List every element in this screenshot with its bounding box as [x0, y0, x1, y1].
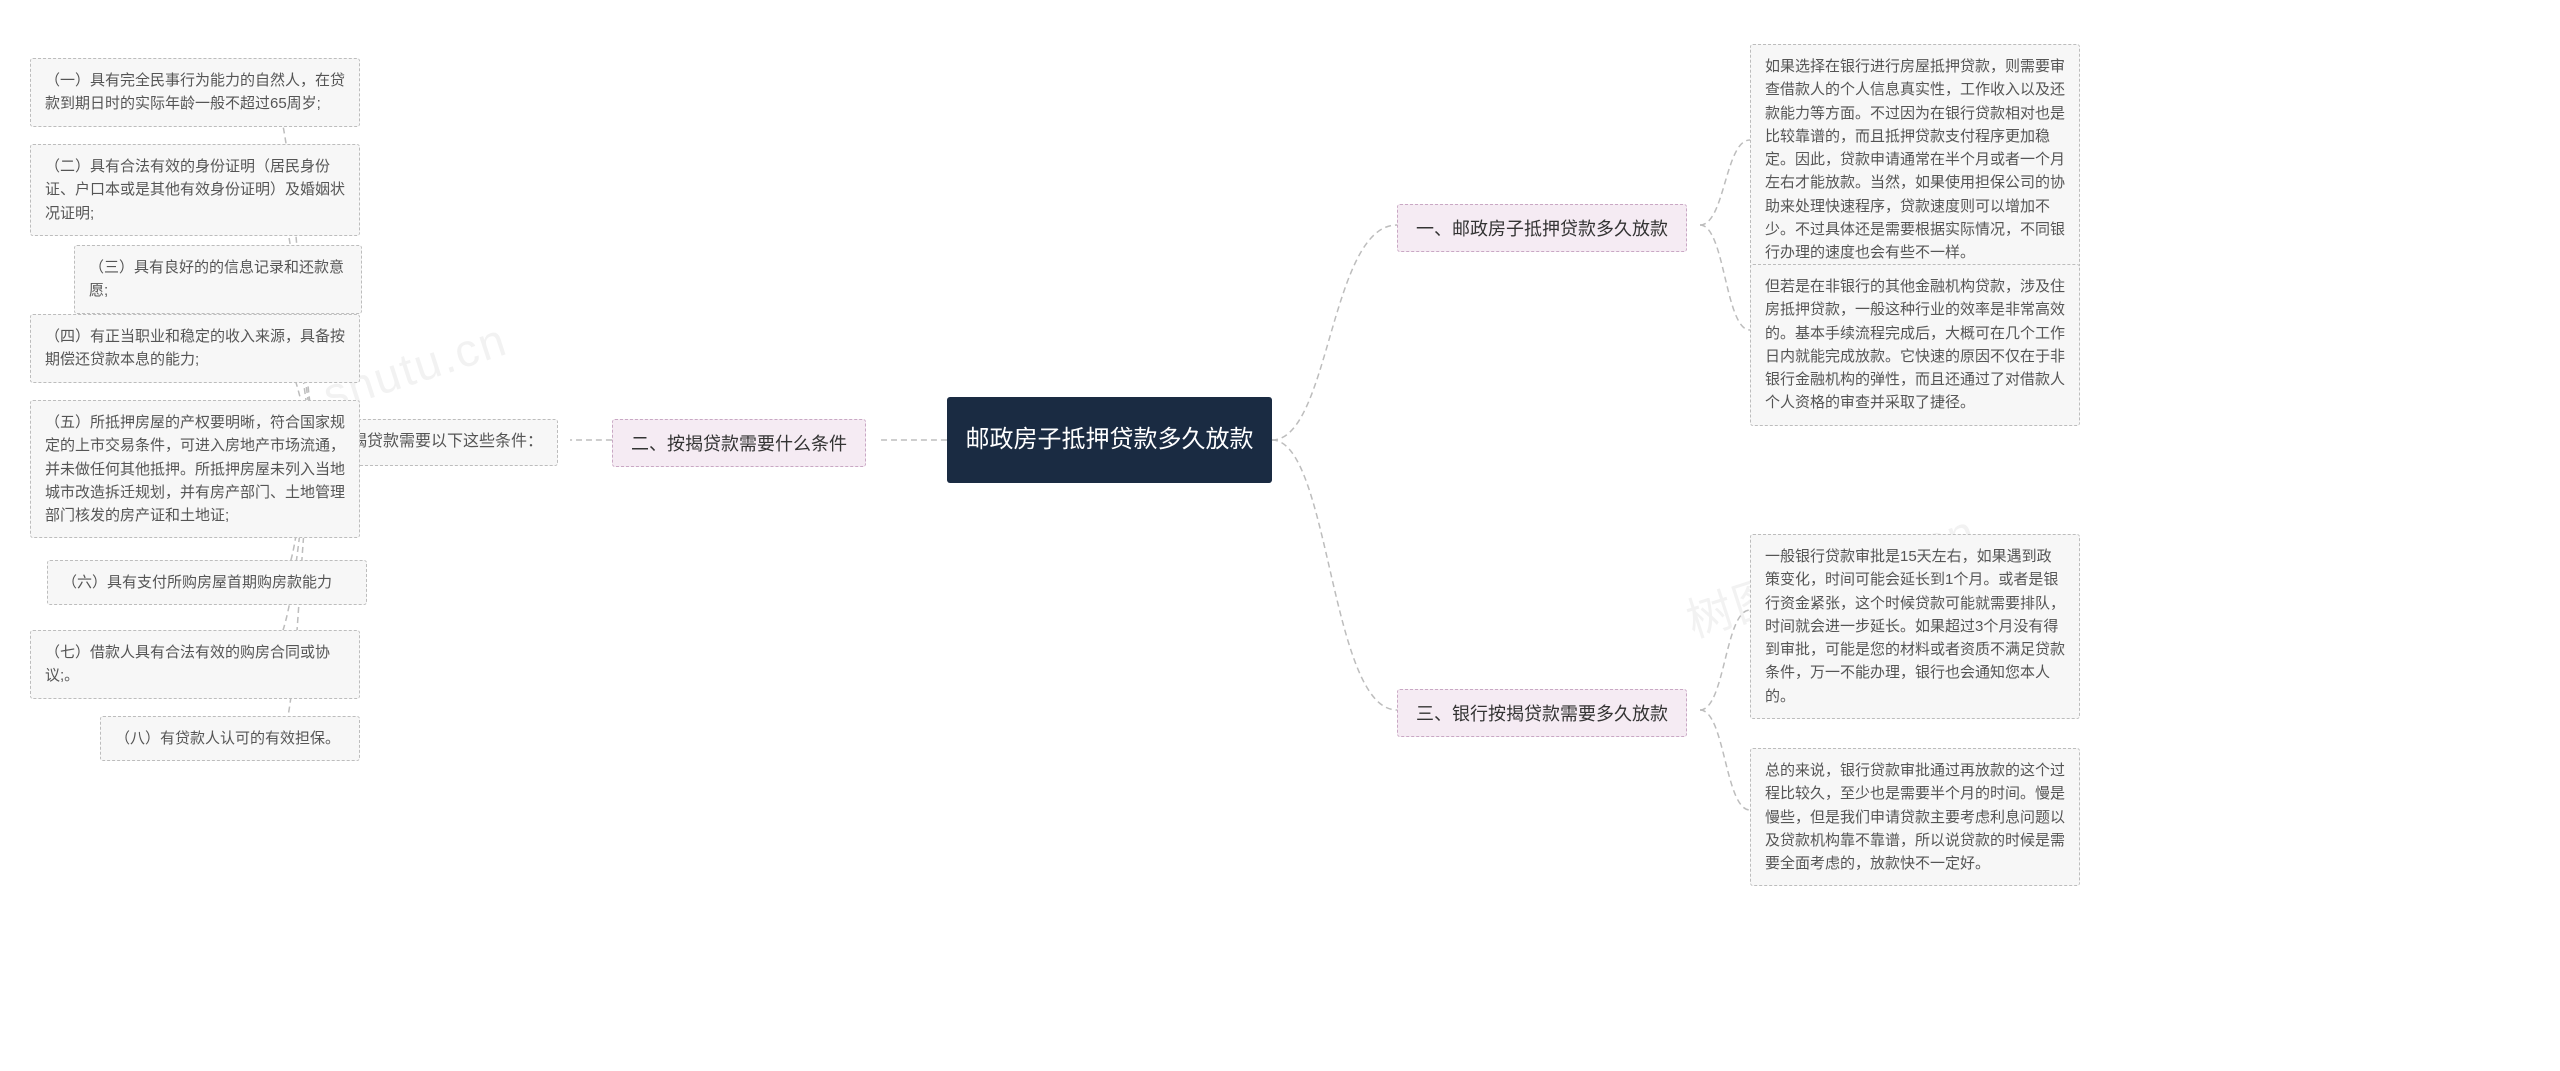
leaf-2-2: （二）具有合法有效的身份证明（居民身份证、户口本或是其他有效身份证明）及婚姻状况… [30, 144, 360, 236]
leaf-2-5: （五）所抵押房屋的产权要明晰，符合国家规定的上市交易条件，可进入房地产市场流通，… [30, 400, 360, 538]
branch-1: 一、邮政房子抵押贷款多久放款 [1397, 204, 1687, 252]
leaf-1-1: 如果选择在银行进行房屋抵押贷款，则需要审查借款人的个人信息真实性，工作收入以及还… [1750, 44, 2080, 275]
branch-3: 三、银行按揭贷款需要多久放款 [1397, 689, 1687, 737]
leaf-2-8: （八）有贷款人认可的有效担保。 [100, 716, 360, 761]
leaf-2-7: （七）借款人具有合法有效的购房合同或协议;。 [30, 630, 360, 699]
leaf-2-6: （六）具有支付所购房屋首期购房款能力 [47, 560, 367, 605]
root-node: 邮政房子抵押贷款多久放款 [947, 397, 1272, 483]
leaf-2-1: （一）具有完全民事行为能力的自然人，在贷款到期日时的实际年龄一般不超过65周岁; [30, 58, 360, 127]
connector-lines [0, 0, 2560, 1071]
leaf-3-1: 一般银行贷款审批是15天左右，如果遇到政策变化，时间可能会延长到1个月。或者是银… [1750, 534, 2080, 719]
leaf-1-2: 但若是在非银行的其他金融机构贷款，涉及住房抵押贷款，一般这种行业的效率是非常高效… [1750, 264, 2080, 426]
leaf-2-3: （三）具有良好的的信息记录和还款意愿; [74, 245, 362, 314]
branch-2: 二、按揭贷款需要什么条件 [612, 419, 866, 467]
leaf-2-4: （四）有正当职业和稳定的收入来源，具备按期偿还贷款本息的能力; [30, 314, 360, 383]
leaf-3-2: 总的来说，银行贷款审批通过再放款的这个过程比较久，至少也是需要半个月的时间。慢是… [1750, 748, 2080, 886]
